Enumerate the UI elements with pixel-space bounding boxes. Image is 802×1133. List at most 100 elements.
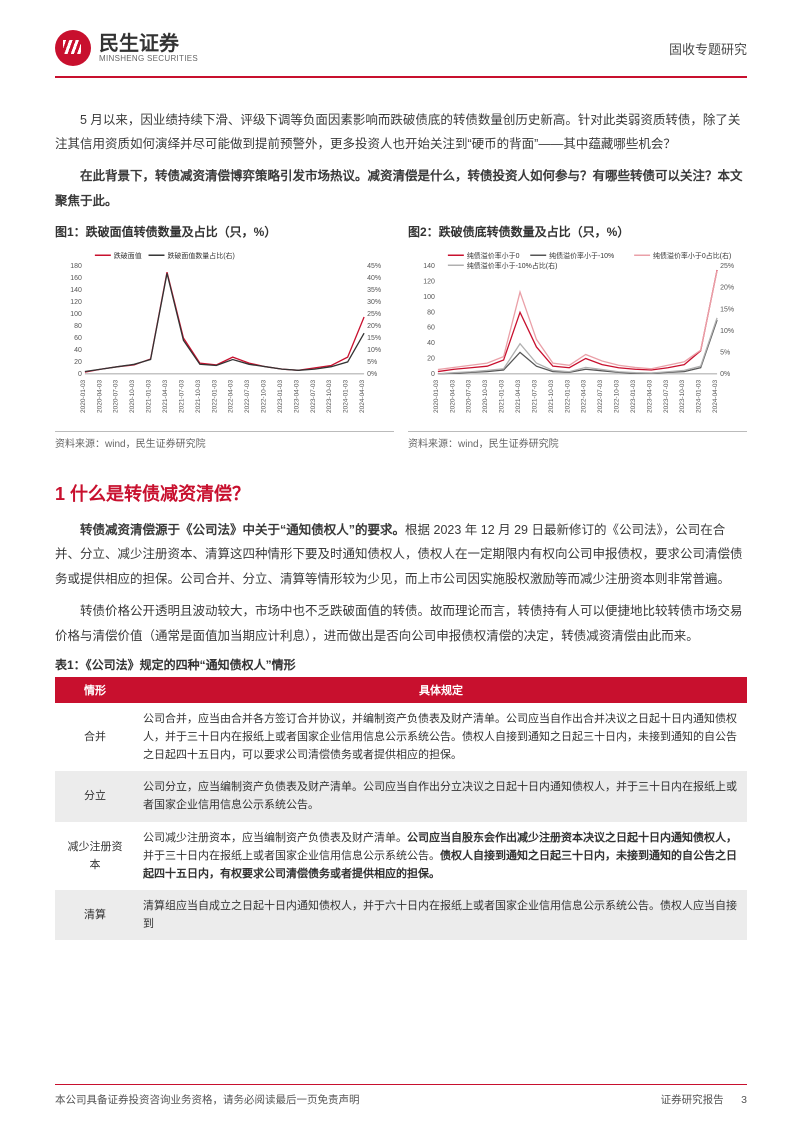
svg-text:2024-01-03: 2024-01-03 bbox=[343, 379, 350, 412]
logo-block: 民生证券 MINSHENG SECURITIES bbox=[55, 30, 198, 66]
svg-text:140: 140 bbox=[423, 263, 435, 270]
footer-right-a: 证券研究报告 bbox=[661, 1094, 724, 1106]
table1-r2-a: 公司减少注册资本，应当编制资产负债表及财产清单。 bbox=[143, 832, 407, 844]
fig2-title: 图2：跌破债底转债数量及占比（只，%） bbox=[408, 223, 747, 240]
svg-text:2024-01-03: 2024-01-03 bbox=[696, 379, 703, 412]
svg-text:纯债溢价率小于-10%: 纯债溢价率小于-10% bbox=[549, 251, 614, 260]
svg-text:2021-04-03: 2021-04-03 bbox=[515, 379, 522, 412]
svg-text:100: 100 bbox=[423, 294, 435, 301]
svg-text:2021-10-03: 2021-10-03 bbox=[195, 379, 202, 412]
logo-icon bbox=[55, 30, 91, 66]
fig1-source: 资料来源：wind，民生证券研究院 bbox=[55, 431, 394, 450]
page-number: 3 bbox=[741, 1094, 747, 1106]
svg-text:2021-01-03: 2021-01-03 bbox=[499, 379, 506, 412]
table1-head-1: 具体规定 bbox=[135, 677, 747, 703]
svg-text:60: 60 bbox=[74, 335, 82, 342]
svg-text:20: 20 bbox=[427, 355, 435, 362]
svg-text:20%: 20% bbox=[720, 285, 734, 292]
svg-text:25%: 25% bbox=[720, 263, 734, 270]
svg-text:40: 40 bbox=[74, 347, 82, 354]
svg-text:20%: 20% bbox=[367, 323, 381, 330]
table-row: 清算 清算组应当自成立之日起十日内通知债权人，并于六十日内在报纸上或者国家企业信… bbox=[55, 890, 747, 940]
svg-text:40: 40 bbox=[427, 340, 435, 347]
svg-text:2023-07-03: 2023-07-03 bbox=[663, 379, 670, 412]
logo-text-cn: 民生证券 bbox=[99, 34, 198, 54]
svg-text:2023-07-03: 2023-07-03 bbox=[310, 379, 317, 412]
table1-r2-text: 公司减少注册资本，应当编制资产负债表及财产清单。公司应当自股东会作出减少注册资本… bbox=[135, 822, 747, 890]
svg-text:2020-04-03: 2020-04-03 bbox=[449, 379, 456, 412]
svg-text:10%: 10% bbox=[720, 328, 734, 335]
svg-text:2021-10-03: 2021-10-03 bbox=[548, 379, 555, 412]
svg-text:180: 180 bbox=[70, 263, 82, 270]
table1-r2-label: 减少注册资本 bbox=[55, 822, 135, 890]
svg-text:0: 0 bbox=[78, 371, 82, 378]
table1-r0-label: 合并 bbox=[55, 703, 135, 771]
svg-text:35%: 35% bbox=[367, 287, 381, 294]
table1-r3-label: 清算 bbox=[55, 890, 135, 940]
svg-text:120: 120 bbox=[423, 279, 435, 286]
svg-text:2020-04-03: 2020-04-03 bbox=[96, 379, 103, 412]
intro-para-1: 5 月以来，因业绩持续下滑、评级下调等负面因素影响而跌破债底的转债数量创历史新高… bbox=[55, 108, 747, 157]
svg-text:10%: 10% bbox=[367, 347, 381, 354]
svg-text:2022-04-03: 2022-04-03 bbox=[581, 379, 588, 412]
svg-text:2023-01-03: 2023-01-03 bbox=[630, 379, 637, 412]
svg-text:2022-10-03: 2022-10-03 bbox=[614, 379, 621, 412]
svg-text:40%: 40% bbox=[367, 275, 381, 282]
svg-text:100: 100 bbox=[70, 311, 82, 318]
doc-type-label: 固收专题研究 bbox=[669, 39, 747, 58]
fig2-chart: 纯债溢价率小于0 纯债溢价率小于-10% 纯债溢价率小于0占比(右) 纯债溢价率小于-… bbox=[408, 244, 747, 422]
svg-text:2021-07-03: 2021-07-03 bbox=[178, 379, 185, 412]
figures-row: 图1：跌破面值转债数量及占比（只，%） 跌破面值跌破面值数量占比(右)02040… bbox=[55, 223, 747, 450]
section1-para-1: 转债减资清偿源于《公司法》中关于“通知债权人”的要求。根据 2023 年 12 … bbox=[55, 518, 747, 591]
table-row: 合并 公司合并，应当由合并各方签订合并协议，并编制资产负债表及财产清单。公司应当… bbox=[55, 703, 747, 771]
section1-para-2: 转债价格公开透明且波动较大，市场中也不乏跌破面值的转债。故而理论而言，转债持有人… bbox=[55, 599, 747, 648]
svg-text:跌破面值数量占比(右): 跌破面值数量占比(右) bbox=[167, 251, 234, 260]
svg-text:2022-07-03: 2022-07-03 bbox=[597, 379, 604, 412]
page-header: 民生证券 MINSHENG SECURITIES 固收专题研究 bbox=[0, 0, 802, 74]
footer-rule bbox=[55, 1084, 747, 1085]
svg-text:160: 160 bbox=[70, 275, 82, 282]
svg-text:0: 0 bbox=[431, 371, 435, 378]
svg-text:25%: 25% bbox=[367, 311, 381, 318]
svg-text:80: 80 bbox=[427, 309, 435, 316]
svg-text:纯债溢价率小于-10%占比(右): 纯债溢价率小于-10%占比(右) bbox=[467, 261, 558, 270]
svg-text:2023-01-03: 2023-01-03 bbox=[277, 379, 284, 412]
svg-text:5%: 5% bbox=[367, 359, 377, 366]
section1-p3a: 转债减资清偿源于《公司法》中关于“通知债权人”的要求。 bbox=[80, 523, 405, 537]
intro-para-2: 在此背景下，转债减资清偿博弈策略引发市场热议。减资清偿是什么，转债投资人如何参与… bbox=[55, 169, 743, 207]
svg-text:15%: 15% bbox=[367, 335, 381, 342]
svg-text:2022-10-03: 2022-10-03 bbox=[261, 379, 268, 412]
table-row: 减少注册资本 公司减少注册资本，应当编制资产负债表及财产清单。公司应当自股东会作… bbox=[55, 822, 747, 890]
table1: 情形 具体规定 合并 公司合并，应当由合并各方签订合并协议，并编制资产负债表及财… bbox=[55, 677, 747, 940]
svg-text:0%: 0% bbox=[720, 371, 730, 378]
svg-text:5%: 5% bbox=[720, 349, 730, 356]
svg-text:60: 60 bbox=[427, 325, 435, 332]
svg-text:2023-04-03: 2023-04-03 bbox=[293, 379, 300, 412]
svg-text:2023-10-03: 2023-10-03 bbox=[326, 379, 333, 412]
table1-r2-c: 并于三十日内在报纸上或者国家企业信用信息公示系统公告。 bbox=[143, 850, 440, 862]
svg-text:140: 140 bbox=[70, 287, 82, 294]
svg-text:2022-07-03: 2022-07-03 bbox=[244, 379, 251, 412]
fig2-source: 资料来源：wind，民生证券研究院 bbox=[408, 431, 747, 450]
table1-r1-text: 公司分立，应当编制资产负债表及财产清单。公司应当自作出分立决议之日起十日内通知债… bbox=[135, 771, 747, 821]
table1-head-0: 情形 bbox=[55, 677, 135, 703]
svg-text:2024-04-03: 2024-04-03 bbox=[359, 379, 366, 412]
logo-text-en: MINSHENG SECURITIES bbox=[99, 54, 198, 63]
svg-text:30%: 30% bbox=[367, 299, 381, 306]
svg-text:120: 120 bbox=[70, 299, 82, 306]
svg-text:0%: 0% bbox=[367, 371, 377, 378]
svg-text:2022-04-03: 2022-04-03 bbox=[228, 379, 235, 412]
svg-text:纯债溢价率小于0占比(右): 纯债溢价率小于0占比(右) bbox=[653, 251, 731, 260]
svg-text:2020-10-03: 2020-10-03 bbox=[482, 379, 489, 412]
svg-text:15%: 15% bbox=[720, 306, 734, 313]
svg-text:20: 20 bbox=[74, 359, 82, 366]
svg-text:2023-10-03: 2023-10-03 bbox=[679, 379, 686, 412]
svg-text:2020-01-03: 2020-01-03 bbox=[80, 379, 87, 412]
svg-text:2021-04-03: 2021-04-03 bbox=[162, 379, 169, 412]
footer-left: 本公司具备证券投资咨询业务资格，请务必阅读最后一页免责声明 bbox=[55, 1092, 360, 1107]
table1-r0-text: 公司合并，应当由合并各方签订合并协议，并编制资产负债表及财产清单。公司应当自作出… bbox=[135, 703, 747, 771]
svg-text:纯债溢价率小于0: 纯债溢价率小于0 bbox=[467, 251, 520, 260]
svg-text:2020-07-03: 2020-07-03 bbox=[466, 379, 473, 412]
svg-text:2023-04-03: 2023-04-03 bbox=[646, 379, 653, 412]
section1-heading: 1 什么是转债减资清偿？ bbox=[55, 480, 747, 506]
